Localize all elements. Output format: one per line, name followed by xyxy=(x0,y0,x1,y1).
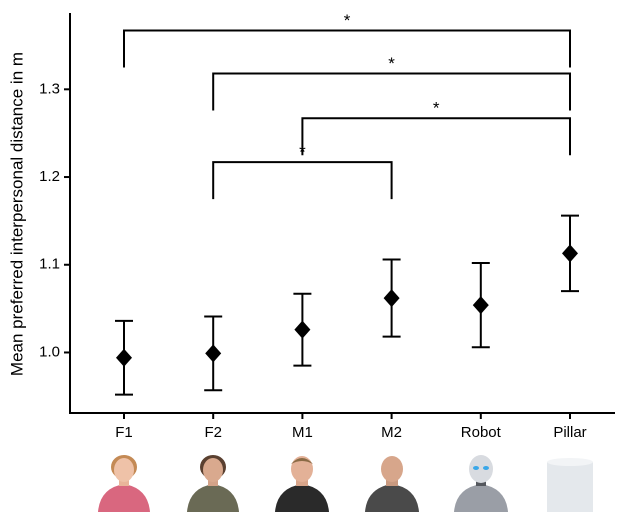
avatar-m1 xyxy=(275,456,329,512)
avatar-images xyxy=(98,455,593,512)
mean-marker xyxy=(116,348,132,367)
x-tick-label: M1 xyxy=(292,424,313,441)
significance-label: * xyxy=(388,54,395,73)
avatar-f1 xyxy=(98,455,150,512)
significance-bracket xyxy=(123,29,571,68)
mean-marker xyxy=(205,344,222,363)
significance-bracket xyxy=(212,161,393,200)
y-tick-label: 1.2 xyxy=(39,168,60,185)
mean-marker xyxy=(472,296,489,315)
significance-label: * xyxy=(433,99,440,118)
y-tick-label: 1.0 xyxy=(39,343,60,360)
avatar-m2 xyxy=(365,456,419,512)
significance-bracket xyxy=(301,117,571,156)
mean-marker xyxy=(383,289,400,308)
mean-marker xyxy=(562,244,578,263)
mean-marker xyxy=(294,320,311,339)
y-tick-label: 1.3 xyxy=(39,80,60,97)
x-tick-label: F2 xyxy=(204,424,222,441)
x-tick-label: Pillar xyxy=(553,424,586,441)
significance-bracket xyxy=(212,72,571,111)
x-tick-label: M2 xyxy=(381,424,402,441)
avatar-robot xyxy=(454,455,508,512)
avatar-f2 xyxy=(187,455,239,512)
significance-label: * xyxy=(299,143,306,162)
y-tick-label: 1.1 xyxy=(39,256,60,273)
significance-label: * xyxy=(344,11,351,30)
avatar-pillar xyxy=(547,458,593,512)
x-tick-label: F1 xyxy=(115,424,133,441)
x-tick-label: Robot xyxy=(461,424,502,441)
y-axis-label: Mean preferred interpersonal distance in… xyxy=(7,52,26,376)
